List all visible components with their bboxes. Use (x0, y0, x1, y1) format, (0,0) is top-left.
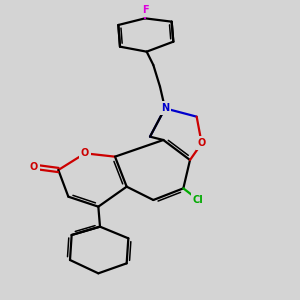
Text: O: O (197, 138, 206, 148)
Text: Cl: Cl (193, 195, 204, 205)
Text: O: O (29, 162, 38, 172)
Text: O: O (81, 148, 89, 158)
Text: F: F (142, 5, 148, 15)
Text: N: N (161, 103, 169, 113)
